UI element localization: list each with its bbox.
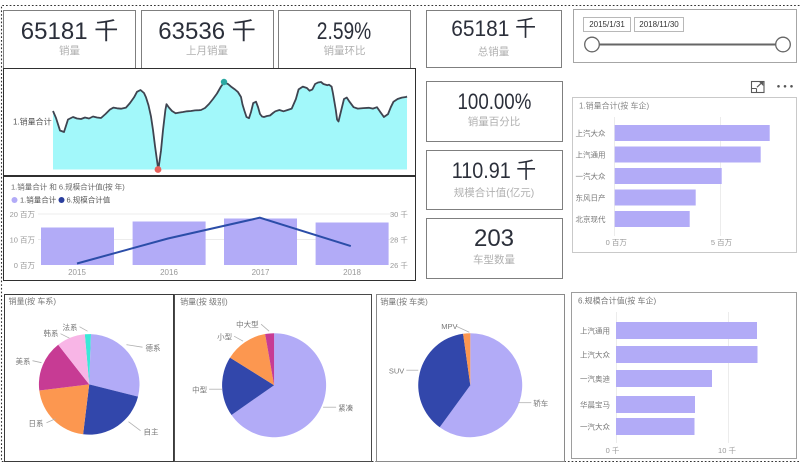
svg-text:上汽通用: 上汽通用 <box>575 150 605 160</box>
svg-text:2015: 2015 <box>68 268 86 277</box>
svg-text:26 千: 26 千 <box>390 260 408 270</box>
svg-text:小型: 小型 <box>217 332 232 341</box>
svg-text:SUV: SUV <box>388 366 403 375</box>
svg-text:2018: 2018 <box>343 268 361 277</box>
svg-text:1.销量合计: 1.销量合计 <box>20 194 57 204</box>
svg-text:紧凑: 紧凑 <box>338 402 353 412</box>
svg-text:1.销量合计 和 6.规模合计值(按 年): 1.销量合计 和 6.规模合计值(按 年) <box>11 181 125 191</box>
svg-text:华晨宝马: 华晨宝马 <box>580 400 610 410</box>
svg-text:美系: 美系 <box>15 356 30 366</box>
svg-text:销量(按 级别): 销量(按 级别) <box>180 296 228 306</box>
svg-text:一汽大众: 一汽大众 <box>575 171 605 181</box>
svg-text:法系: 法系 <box>62 322 77 332</box>
svg-text:一汽大众: 一汽大众 <box>580 422 610 432</box>
svg-text:东风日产: 东风日产 <box>575 193 605 203</box>
svg-text:德系: 德系 <box>145 342 160 352</box>
svg-text:2016: 2016 <box>160 268 178 277</box>
svg-text:北京现代: 北京现代 <box>575 214 605 224</box>
svg-text:1.销量合计: 1.销量合计 <box>13 117 52 127</box>
svg-text:30 千: 30 千 <box>390 209 408 219</box>
svg-text:中型: 中型 <box>192 384 207 394</box>
svg-text:0 百万: 0 百万 <box>14 261 36 270</box>
svg-text:销量(按 车类): 销量(按 车类) <box>380 296 428 306</box>
svg-text:上汽大众: 上汽大众 <box>580 350 610 360</box>
svg-text:0 百万: 0 百万 <box>605 238 627 247</box>
svg-text:28 千: 28 千 <box>390 234 408 244</box>
svg-text:轿车: 轿车 <box>533 398 548 408</box>
svg-text:10 千: 10 千 <box>718 445 736 455</box>
svg-text:0 千: 0 千 <box>605 445 619 455</box>
svg-text:日系: 日系 <box>28 418 43 428</box>
svg-text:销量(按 车系): 销量(按 车系) <box>8 296 56 306</box>
svg-text:MPV: MPV <box>441 322 457 331</box>
svg-text:上汽通用: 上汽通用 <box>580 326 610 336</box>
svg-text:一汽奥迪: 一汽奥迪 <box>580 374 610 384</box>
svg-text:5 百万: 5 百万 <box>710 238 732 247</box>
svg-text:韩系: 韩系 <box>43 328 58 338</box>
svg-text:2017: 2017 <box>252 268 270 277</box>
svg-text:中大型: 中大型 <box>236 319 259 329</box>
svg-text:上汽大众: 上汽大众 <box>575 128 605 138</box>
svg-text:1.销量合计(按 车企): 1.销量合计(按 车企) <box>579 100 650 110</box>
svg-text:20 百万: 20 百万 <box>10 210 36 219</box>
svg-text:自主: 自主 <box>143 426 158 436</box>
svg-text:6.规模合计值(按 车企): 6.规模合计值(按 车企) <box>578 296 657 306</box>
svg-text:10 百万: 10 百万 <box>10 235 36 244</box>
svg-text:6.规模合计值: 6.规模合计值 <box>67 194 111 204</box>
